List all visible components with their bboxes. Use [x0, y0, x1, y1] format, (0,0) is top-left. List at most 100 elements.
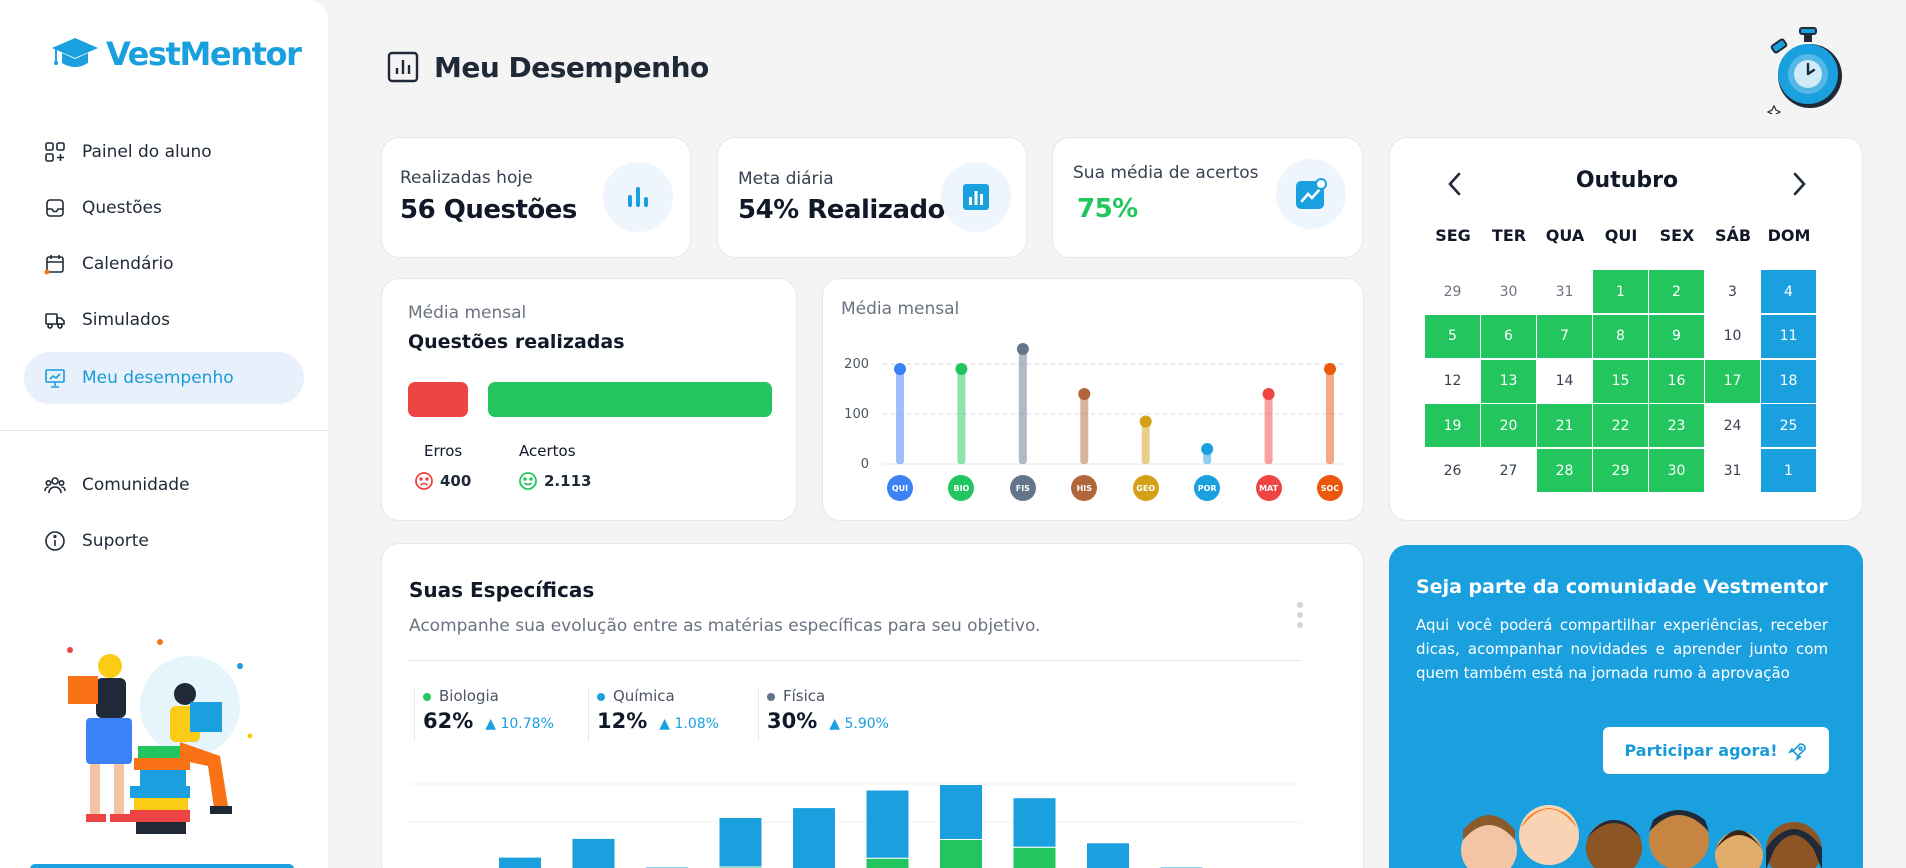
stat-card-meta-diaria: Meta diária 54% Realizado [717, 137, 1027, 258]
subject-badge: MAT [1255, 475, 1282, 501]
grid-plus-icon [45, 142, 65, 162]
calendar-day[interactable]: 30 [1649, 449, 1705, 494]
stacked-bar-segment [718, 817, 763, 868]
calendar-day[interactable]: 6 [1481, 314, 1537, 359]
stacked-bar-segment [1086, 842, 1130, 868]
calendar-day[interactable]: 21 [1537, 404, 1593, 449]
community-text: Aqui você poderá compartilhar experiênci… [1416, 616, 1828, 682]
calendar-day[interactable]: 31 [1705, 449, 1761, 494]
weekday-label: SEX [1659, 226, 1695, 245]
calendar-day[interactable]: 25 [1761, 404, 1817, 449]
calendar-day[interactable]: 7 [1537, 314, 1593, 359]
stacked-bar-segment [1012, 846, 1057, 868]
sidebar-item-simulados[interactable]: Simulados [24, 294, 304, 346]
stopwatch-icon[interactable] [1766, 26, 1846, 114]
subject-badge: GEO [1132, 475, 1159, 501]
calendar-day[interactable]: 24 [1705, 404, 1761, 449]
specifics-card: Suas Específicas Acompanhe sua evolução … [381, 543, 1364, 868]
chart-bar [1141, 421, 1150, 464]
more-vertical-icon[interactable] [1294, 600, 1306, 632]
chart-point [1201, 443, 1214, 455]
stacked-bar-segment [865, 857, 910, 868]
sidebar-item-calendario[interactable]: Calendário [24, 238, 304, 290]
y-tick-label: 0 [861, 457, 869, 472]
calendar-day[interactable]: 12 [1425, 359, 1481, 404]
calendar-day[interactable]: 27 [1481, 449, 1537, 494]
calendar-day[interactable]: 28 [1537, 449, 1593, 494]
card-subtitle: Média mensal [408, 303, 527, 323]
calendar-day[interactable]: 1 [1761, 449, 1817, 494]
calendar-day[interactable]: 3 [1705, 270, 1761, 314]
legend-delta: 5.90% [844, 716, 889, 732]
truck-icon [45, 313, 65, 329]
hits-label: Acertos [519, 442, 576, 460]
calendar-day[interactable]: 18 [1761, 359, 1817, 404]
stacked-bar-segment [939, 784, 983, 840]
monthly-bar-chart: 200 100 0 [844, 343, 1343, 472]
calendar-day[interactable]: 13 [1481, 359, 1537, 404]
calendar-day[interactable]: 14 [1537, 359, 1593, 404]
subject-badge: SOC [1317, 475, 1343, 501]
calendar-day[interactable]: 10 [1705, 314, 1761, 359]
join-now-label: Participar agora! [1624, 741, 1778, 760]
sidebar-item-label: Questões [82, 198, 162, 218]
calendar-day[interactable]: 20 [1481, 404, 1537, 449]
calendar-day[interactable]: 16 [1649, 359, 1705, 404]
calendar-icon [44, 255, 64, 275]
legend-name: Biologia [439, 687, 499, 705]
weekday-label: TER [1491, 226, 1527, 245]
calendar-day[interactable]: 31 [1537, 270, 1593, 314]
calendar-day[interactable]: 15 [1593, 359, 1649, 404]
community-title: Seja parte da comunidade Vestmentor [1416, 576, 1828, 598]
calendar-day[interactable]: 22 [1593, 404, 1649, 449]
calendar-day[interactable]: 1 [1593, 270, 1649, 314]
sidebar-divider [0, 430, 328, 431]
chart-point [1139, 415, 1152, 428]
subject-badge: FIS [1009, 475, 1036, 501]
brand-logo[interactable]: VestMentor [50, 34, 302, 74]
report-icon [387, 51, 419, 83]
sidebar-item-label: Suporte [82, 531, 149, 551]
sidebar-item-questoes[interactable]: Questões [24, 182, 304, 234]
sidebar-item-comunidade[interactable]: Comunidade [24, 459, 304, 511]
errors-bar [408, 382, 468, 417]
sidebar-item-suporte[interactable]: Suporte [24, 515, 304, 567]
calendar-day[interactable]: 23 [1649, 404, 1705, 449]
calendar-day[interactable]: 29 [1425, 270, 1481, 314]
subject-badge: BIO [948, 475, 975, 501]
calendar-day[interactable]: 11 [1761, 314, 1817, 359]
calendar-day[interactable]: 4 [1761, 270, 1817, 314]
stacked-bar-segment [498, 856, 542, 868]
stat-label: Sua média de acertos [1073, 163, 1259, 183]
smile-face-icon [519, 472, 537, 490]
calendar-day[interactable]: 5 [1425, 314, 1481, 359]
calendar-day[interactable]: 29 [1593, 449, 1649, 494]
chart-point [894, 363, 906, 375]
calendar-day[interactable]: 2 [1649, 270, 1705, 314]
hits-count: 2.113 [518, 471, 591, 491]
graduation-cap-icon [52, 38, 98, 67]
trend-up-icon [1296, 178, 1327, 209]
calendar-day[interactable]: 9 [1649, 314, 1705, 359]
calendar-day[interactable]: 8 [1593, 314, 1649, 359]
calendar-day[interactable]: 30 [1481, 270, 1537, 314]
legend-delta: 10.78% [500, 716, 554, 732]
weekday-label: DOM [1767, 226, 1811, 245]
sidebar-item-painel[interactable]: Painel do aluno [24, 126, 304, 178]
chevron-right-icon[interactable] [1788, 170, 1810, 198]
join-now-button[interactable]: Participar agora! [1603, 727, 1829, 774]
calendar-day[interactable]: 26 [1425, 449, 1481, 494]
sidebar-item-meu-desempenho[interactable]: Meu desempenho [24, 352, 304, 404]
sidebar-cta-button[interactable] [30, 864, 294, 868]
specifics-stacked-chart [409, 783, 1302, 868]
sidebar-item-label: Calendário [82, 254, 174, 274]
chart-point [1078, 388, 1091, 400]
monthly-questions-card: Média mensal Questões realizadas Erros 4… [381, 278, 797, 521]
legend-value: 30% [767, 709, 818, 733]
chevron-left-icon[interactable] [1444, 170, 1466, 198]
stat-value: 54% Realizado [738, 195, 945, 225]
calendar-day[interactable]: 19 [1425, 404, 1481, 449]
rocket-icon [1787, 742, 1806, 761]
calendar-day[interactable]: 17 [1705, 359, 1761, 404]
legend-biologia: Biologia 62% ▲ 10.78% [414, 687, 554, 741]
